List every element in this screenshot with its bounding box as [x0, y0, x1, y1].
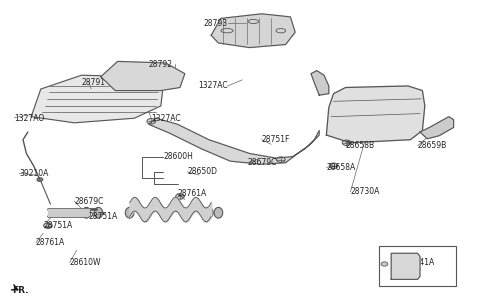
Text: 28761A: 28761A — [178, 189, 207, 198]
Text: 28600H: 28600H — [163, 152, 193, 161]
Text: 28751A: 28751A — [89, 212, 118, 221]
Ellipse shape — [147, 119, 156, 124]
Text: FR.: FR. — [12, 286, 28, 295]
Polygon shape — [391, 253, 420, 279]
Polygon shape — [101, 61, 185, 91]
Text: 28610W: 28610W — [70, 258, 101, 267]
Ellipse shape — [214, 208, 223, 218]
Bar — [379, 246, 456, 286]
Text: 28751A: 28751A — [43, 221, 72, 230]
Ellipse shape — [44, 223, 52, 228]
Ellipse shape — [342, 140, 351, 146]
Ellipse shape — [329, 163, 338, 169]
Text: 1327AC: 1327AC — [151, 114, 181, 123]
Ellipse shape — [176, 194, 184, 199]
Polygon shape — [31, 75, 163, 123]
Text: 39210A: 39210A — [19, 169, 48, 178]
Ellipse shape — [125, 208, 134, 218]
Ellipse shape — [276, 157, 285, 162]
Polygon shape — [311, 71, 329, 95]
Text: 28658B: 28658B — [346, 141, 375, 150]
Text: 28658A: 28658A — [326, 163, 356, 172]
Polygon shape — [420, 117, 454, 139]
Ellipse shape — [381, 262, 388, 266]
Text: 28730A: 28730A — [350, 187, 380, 196]
Ellipse shape — [94, 208, 103, 218]
Text: 28793: 28793 — [204, 18, 228, 28]
Text: 28659B: 28659B — [418, 141, 447, 150]
Polygon shape — [326, 86, 425, 143]
Text: 28679C: 28679C — [74, 196, 104, 206]
Text: 28641A: 28641A — [406, 258, 435, 267]
Text: 28761A: 28761A — [36, 238, 65, 247]
Text: 28791: 28791 — [82, 78, 106, 87]
Text: 28792: 28792 — [149, 60, 173, 69]
Ellipse shape — [37, 178, 43, 181]
Ellipse shape — [204, 208, 213, 218]
Polygon shape — [211, 14, 295, 48]
Text: 1327AC: 1327AC — [198, 81, 228, 91]
Ellipse shape — [82, 208, 91, 218]
Text: 1327AO: 1327AO — [14, 114, 45, 123]
Text: 28679C: 28679C — [247, 158, 276, 167]
Text: 28650D: 28650D — [187, 167, 217, 177]
Text: 28751F: 28751F — [262, 135, 290, 144]
Polygon shape — [149, 118, 319, 164]
